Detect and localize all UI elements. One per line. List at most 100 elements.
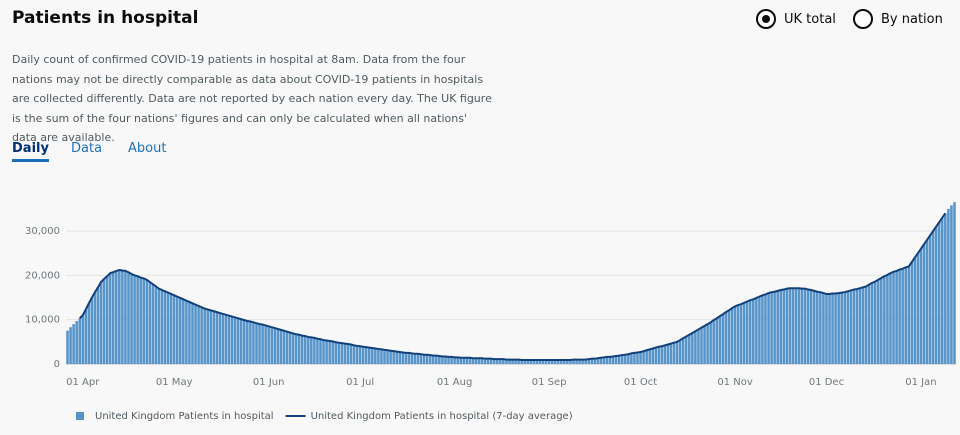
bar (383, 349, 386, 364)
bar (227, 315, 231, 364)
bar (776, 290, 779, 364)
bar (645, 350, 648, 364)
bar (907, 266, 911, 364)
bar (267, 326, 270, 364)
bar (355, 345, 359, 364)
bar (264, 325, 267, 364)
bar (736, 305, 740, 364)
bar (584, 359, 587, 364)
bar (258, 324, 261, 364)
bar (748, 300, 752, 364)
radio-button[interactable] (853, 9, 873, 29)
bar (870, 282, 874, 364)
bar (90, 297, 94, 364)
bar (675, 341, 679, 364)
bar (456, 357, 459, 364)
bar (139, 277, 142, 364)
bar (901, 268, 904, 364)
bar (782, 289, 786, 364)
bar (319, 339, 322, 364)
bar (611, 356, 615, 364)
bar (806, 289, 810, 364)
bar (428, 355, 432, 364)
radio-button[interactable] (756, 9, 776, 29)
bar (828, 293, 831, 364)
bar (544, 360, 548, 364)
bar (191, 303, 194, 364)
radio-uk-total[interactable]: UK total (756, 9, 836, 29)
bar (273, 328, 277, 364)
bar (627, 354, 630, 364)
bar (343, 343, 347, 364)
bar (270, 327, 274, 364)
x-tick-label: 01 Aug (437, 377, 472, 388)
bar (364, 347, 368, 364)
bar (691, 332, 694, 364)
bar (316, 338, 319, 364)
bar (282, 330, 286, 364)
bar (410, 353, 414, 364)
bar (566, 360, 569, 364)
x-tick-label: 01 Dec (809, 377, 844, 388)
bar (291, 333, 295, 364)
bar (898, 269, 901, 364)
bar (471, 358, 475, 364)
bar (465, 357, 469, 364)
bar (904, 267, 907, 364)
bar (550, 360, 554, 364)
bar (529, 360, 533, 364)
tab[interactable]: Data (71, 141, 103, 156)
bar (599, 357, 603, 364)
bar (401, 352, 405, 364)
bar (724, 312, 728, 364)
tab[interactable]: Daily (12, 141, 49, 162)
bar (127, 272, 130, 364)
bar (203, 308, 206, 364)
bar (575, 359, 578, 364)
bar (535, 360, 539, 364)
x-tick-label: 01 Apr (66, 377, 100, 388)
bar (66, 330, 69, 364)
bar (614, 356, 618, 364)
bar (797, 288, 801, 364)
bar (492, 359, 496, 364)
bar (849, 290, 853, 364)
bar (496, 359, 499, 364)
bar (779, 289, 783, 364)
bar (660, 346, 664, 364)
bar (93, 292, 97, 364)
bar (563, 360, 566, 364)
bar (276, 328, 280, 364)
bar (873, 281, 877, 364)
bar (953, 202, 956, 364)
bar (285, 331, 289, 364)
bar (425, 354, 429, 364)
bar (81, 315, 85, 364)
bar (867, 284, 871, 364)
bar (745, 301, 749, 364)
bar (416, 353, 420, 364)
radio-label[interactable]: By nation (881, 11, 943, 27)
tab[interactable]: About (128, 141, 167, 156)
bar (209, 310, 213, 364)
bar (483, 358, 487, 364)
bar (812, 290, 816, 364)
bar (169, 293, 173, 364)
x-tick-label: 01 Sep (532, 377, 567, 388)
radio-label[interactable]: UK total (784, 11, 836, 27)
bar (883, 276, 886, 364)
bar (374, 348, 377, 364)
x-tick-label: 01 May (156, 377, 193, 388)
bar (279, 329, 283, 364)
bar (185, 300, 188, 364)
bar (505, 359, 508, 364)
bar (532, 360, 536, 364)
bar (87, 303, 91, 364)
bar (179, 297, 182, 364)
bar (72, 324, 75, 364)
bar (553, 360, 557, 364)
page-title: Patients in hospital (12, 8, 199, 28)
radio-by-nation[interactable]: By nation (853, 9, 943, 29)
